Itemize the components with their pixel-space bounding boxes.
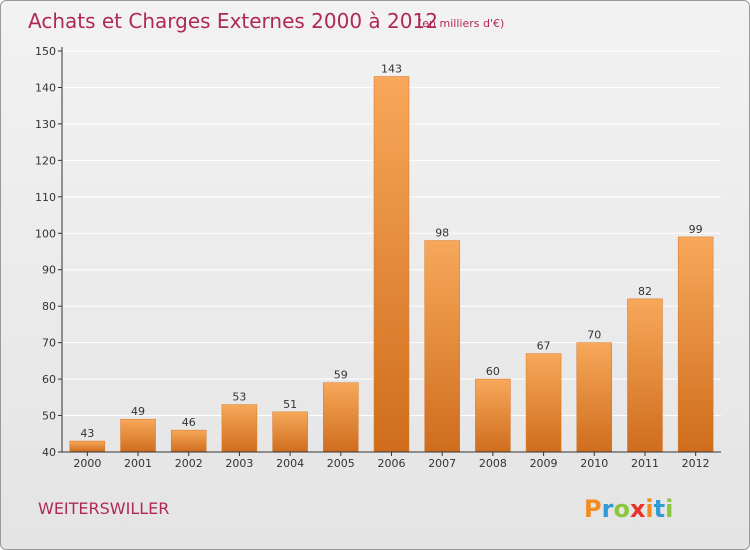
bar-2010 (576, 342, 613, 453)
proxiti-logo: Proxiti (584, 495, 673, 523)
value-label: 98 (435, 227, 449, 240)
bar-2001 (120, 418, 156, 453)
y-tick-label: 80 (42, 300, 56, 313)
bar-2006 (373, 76, 410, 453)
y-tick-label: 60 (42, 373, 56, 386)
chart-title: Achats et Charges Externes 2000 à 2012 (28, 9, 438, 33)
chart-subtitle: (en milliers d'€) (418, 17, 504, 30)
bar-2007 (424, 240, 460, 453)
logo-letter: o (613, 495, 630, 523)
y-tick-label: 90 (42, 264, 56, 277)
y-tick-label: 120 (35, 154, 56, 167)
y-tick-label: 130 (35, 118, 56, 131)
x-tick-label: 2007 (428, 457, 456, 470)
x-tick-label: 2006 (378, 457, 406, 470)
logo-letter: i (645, 495, 653, 523)
value-label: 143 (381, 63, 402, 76)
bar-2012 (677, 236, 714, 453)
value-label: 82 (638, 285, 652, 298)
y-tick-label: 140 (35, 81, 56, 94)
x-tick-label: 2005 (327, 457, 355, 470)
bar-2009 (525, 353, 562, 453)
logo-letter: i (665, 495, 673, 523)
x-tick-label: 2002 (175, 457, 203, 470)
x-tick-label: 2004 (276, 457, 304, 470)
y-tick-label: 70 (42, 337, 56, 350)
bar-2002 (170, 429, 207, 453)
logo-letter: r (602, 495, 614, 523)
bar-2003 (221, 404, 258, 453)
x-tick-label: 2010 (580, 457, 608, 470)
value-label: 60 (486, 365, 500, 378)
value-label: 67 (537, 340, 551, 353)
bar-2000 (69, 440, 106, 453)
value-label: 59 (334, 369, 348, 382)
x-tick-label: 2012 (682, 457, 710, 470)
x-tick-label: 2011 (631, 457, 659, 470)
value-label: 99 (689, 223, 703, 236)
logo-letter: t (654, 495, 665, 523)
y-tick-label: 40 (42, 446, 56, 459)
bar-2011 (627, 298, 663, 453)
commune-name: WEITERSWILLER (38, 499, 169, 518)
x-tick-label: 2009 (530, 457, 558, 470)
value-label: 51 (283, 398, 297, 411)
y-tick-label: 150 (35, 45, 56, 58)
y-tick-label: 100 (35, 227, 56, 240)
value-label: 46 (182, 416, 196, 429)
y-tick-label: 50 (42, 410, 56, 423)
bar-2008 (475, 378, 511, 453)
x-tick-label: 2003 (225, 457, 253, 470)
bar-2005 (323, 382, 359, 453)
x-tick-label: 2000 (73, 457, 101, 470)
value-label: 43 (80, 427, 94, 440)
x-tick-label: 2001 (124, 457, 152, 470)
y-tick-label: 110 (35, 191, 56, 204)
bars: 43 49 46 53 51 59 143 98 60 67 70 82 99 (69, 63, 714, 453)
x-tick-label: 2008 (479, 457, 507, 470)
logo-letter: P (584, 495, 602, 523)
value-label: 53 (232, 391, 246, 404)
logo-letter: x (630, 495, 646, 523)
bar-2004 (272, 411, 308, 453)
value-label: 70 (587, 329, 601, 342)
value-label: 49 (131, 405, 145, 418)
axes: 40 50 60 70 80 90 100 110 120 130 140 150 2000 2001 20… (35, 45, 721, 470)
